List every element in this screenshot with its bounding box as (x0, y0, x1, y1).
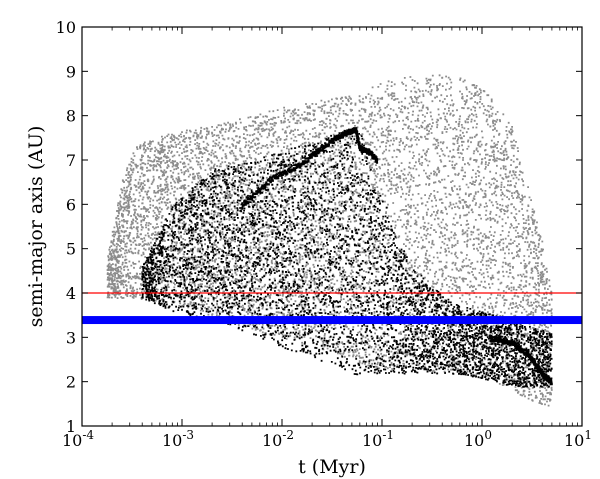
scatter-points (106, 74, 553, 407)
x-tick-labels: 10-4 10-3 10-2 10-1 100 101 (62, 428, 592, 450)
y-tick-label: 8 (66, 107, 76, 126)
blue-band (82, 316, 582, 325)
x-tick-label: 101 (564, 428, 592, 450)
x-tick-label: 10-2 (262, 428, 294, 450)
x-tick-label: 10-4 (62, 428, 94, 450)
track-points (488, 334, 553, 386)
y-axis-title: semi-major axis (AU) (25, 126, 47, 328)
plot-frame (81, 26, 583, 427)
y-tick-label: 9 (66, 62, 76, 81)
y-tick-label: 1 (66, 417, 76, 436)
x-tick-label: 10-3 (162, 428, 194, 450)
y-tick-labels: 1 2 3 4 5 6 7 8 9 10 (56, 18, 76, 436)
x-tick-label: 10-1 (362, 428, 394, 450)
scatter-points (141, 132, 553, 388)
x-axis-title: t (Myr) (298, 456, 366, 478)
y-tick-label: 6 (66, 195, 76, 214)
gray-series-points (106, 74, 553, 407)
y-tick-label: 2 (66, 373, 76, 392)
y-tick-label: 3 (66, 328, 76, 347)
y-tick-label: 4 (66, 284, 76, 303)
x-tick-label: 100 (464, 428, 492, 450)
black-series-points (141, 127, 553, 388)
y-tick-label: 5 (66, 240, 76, 259)
y-tick-label: 7 (66, 151, 76, 170)
axis-ticks (81, 26, 583, 427)
y-tick-label: 10 (56, 18, 76, 37)
